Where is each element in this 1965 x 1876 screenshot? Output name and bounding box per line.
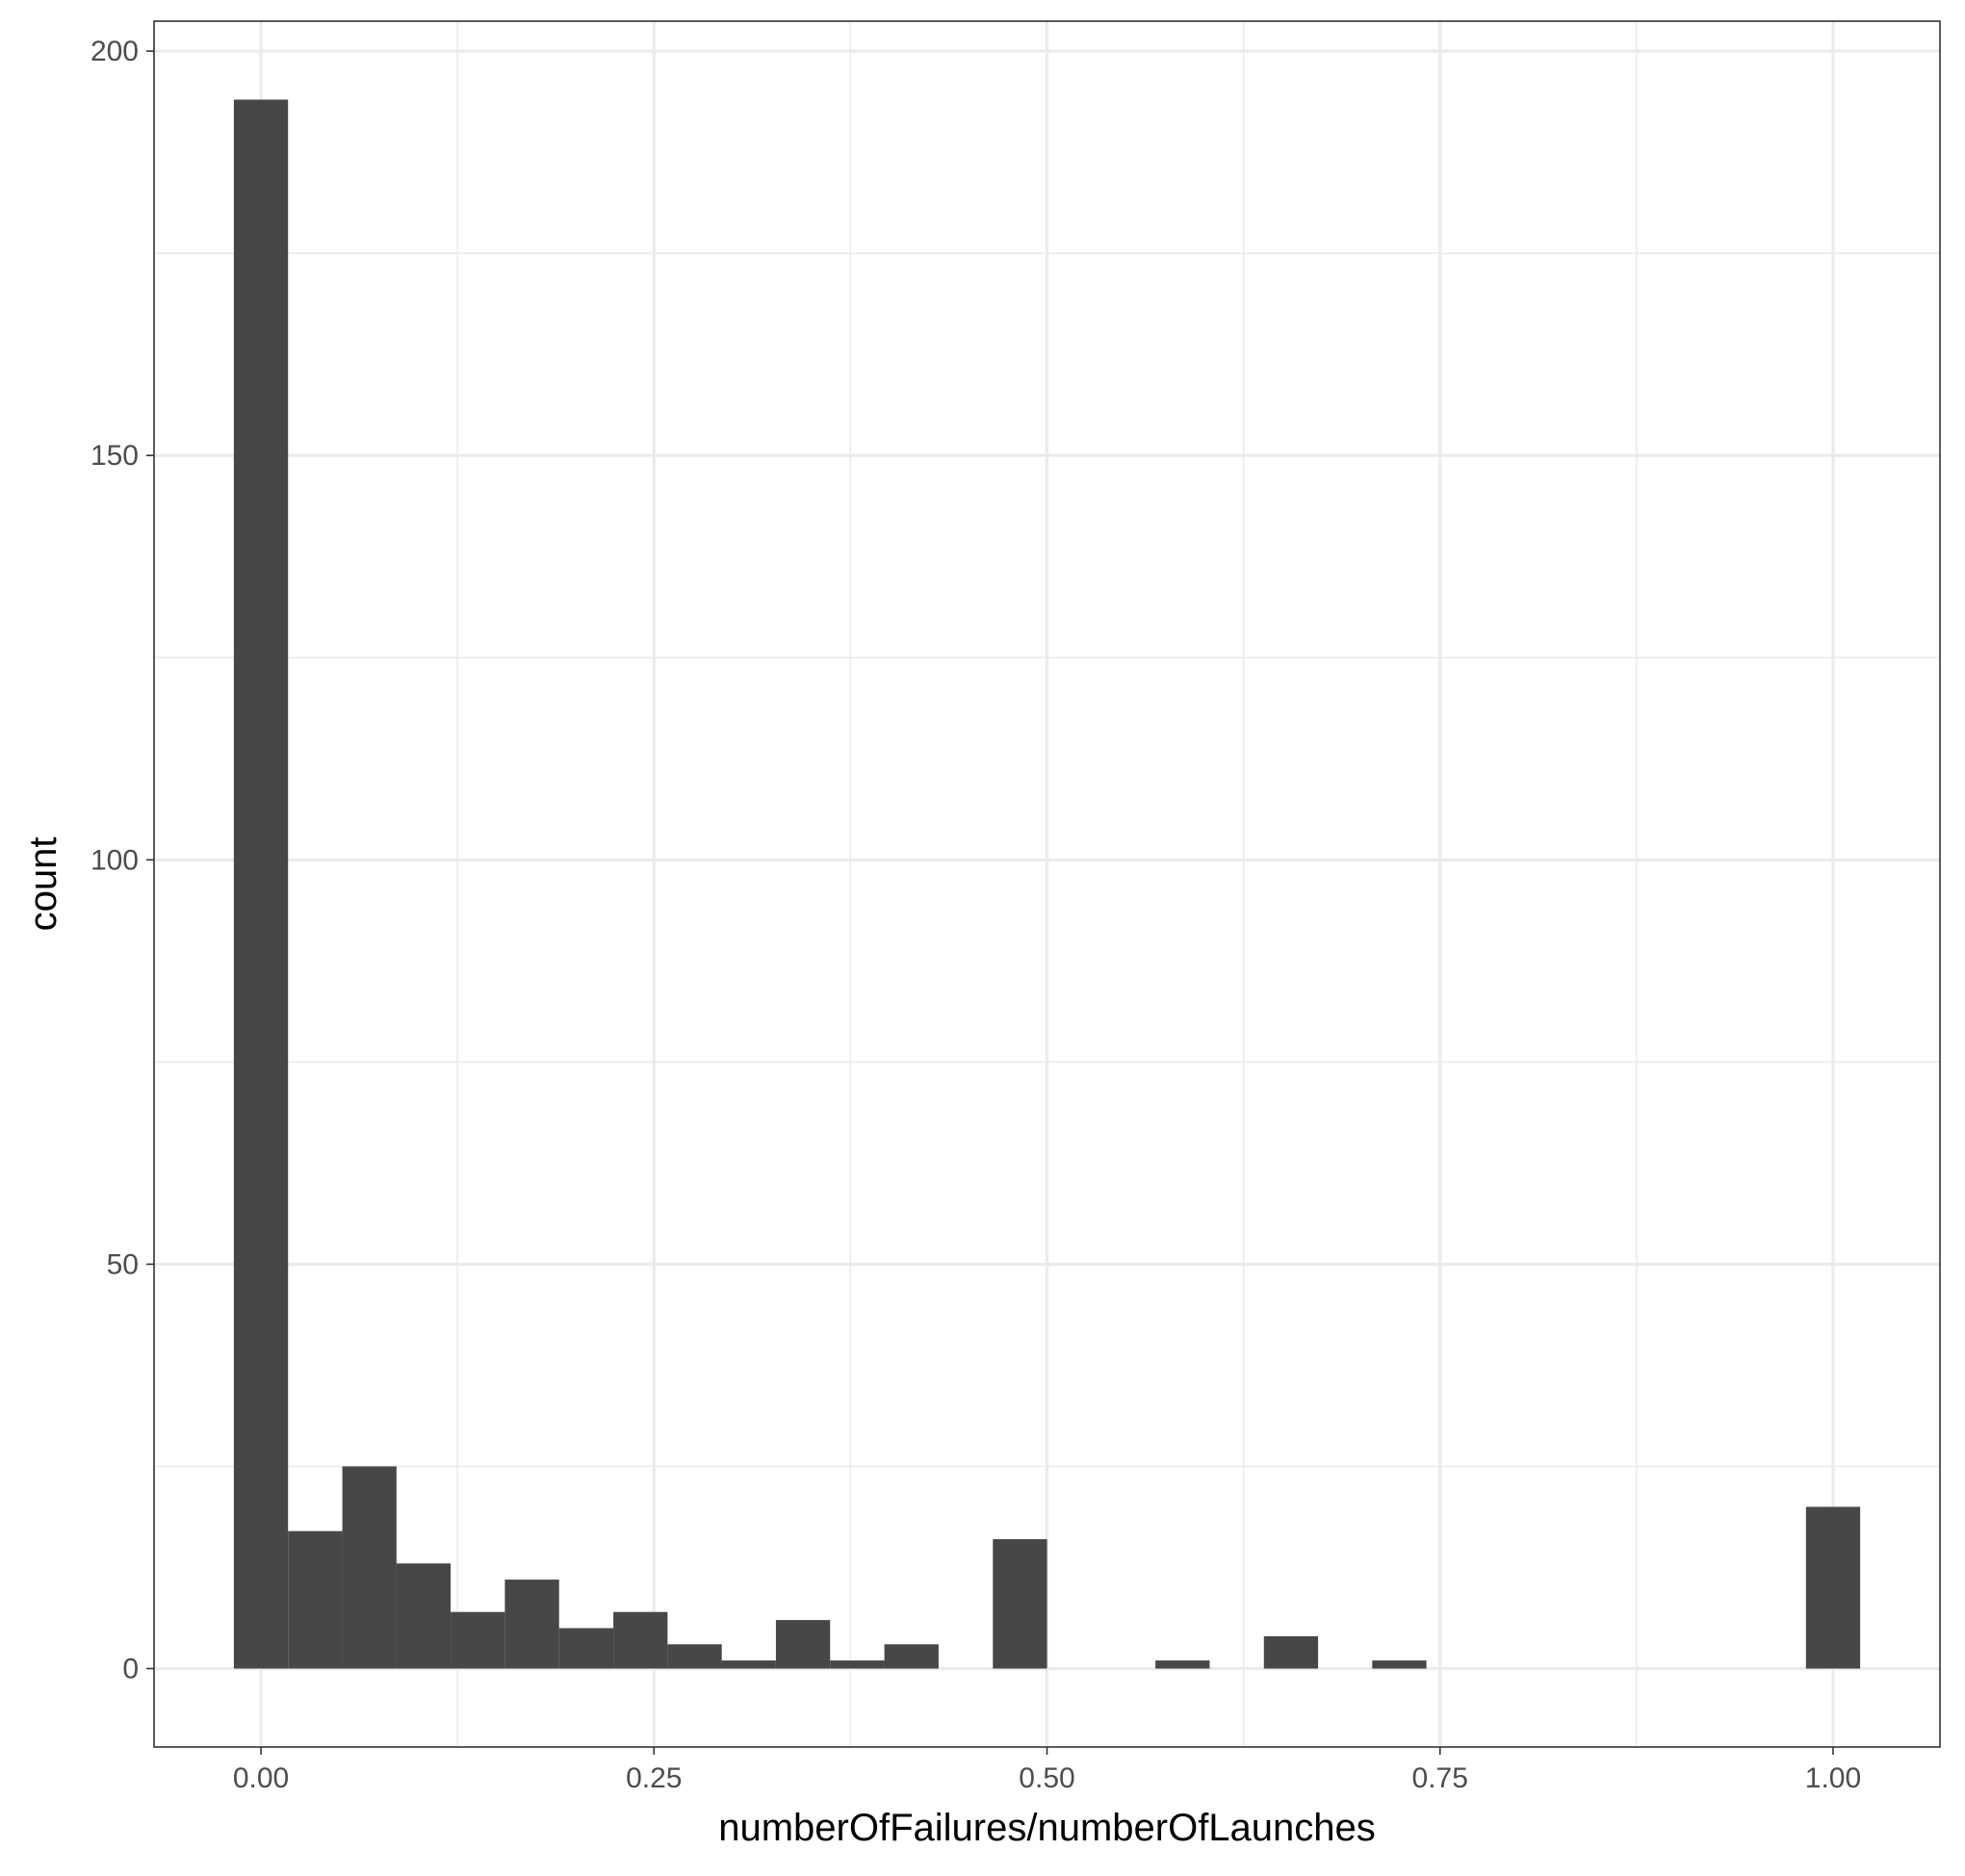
y-tick-label: 150 <box>90 440 139 472</box>
x-tick-label: 1.00 <box>1805 1762 1861 1794</box>
y-tick-label: 200 <box>90 36 139 67</box>
histogram-bar <box>830 1660 885 1669</box>
x-tick-label: 0.25 <box>626 1762 682 1794</box>
histogram-bar <box>721 1660 776 1669</box>
y-tick-label: 50 <box>107 1248 139 1280</box>
x-axis-title: numberOfFailures/numberOfLaunches <box>718 1807 1376 1849</box>
histogram-bar <box>1805 1506 1861 1669</box>
histogram-bar <box>1155 1660 1210 1669</box>
y-tick-label: 0 <box>122 1654 139 1685</box>
histogram-bar <box>613 1611 668 1669</box>
histogram-bar <box>451 1611 505 1669</box>
histogram-bar <box>342 1466 397 1669</box>
histogram-bar <box>504 1580 559 1669</box>
histogram-bar <box>884 1644 939 1669</box>
x-tick-label: 0.50 <box>1019 1762 1074 1794</box>
histogram-bar <box>288 1530 343 1669</box>
x-tick-label: 0.00 <box>233 1762 289 1794</box>
histogram-bar <box>993 1539 1047 1669</box>
histogram-bars <box>233 99 1861 1669</box>
histogram-bar <box>396 1563 452 1669</box>
histogram-bar <box>667 1644 722 1669</box>
histogram-bar <box>1263 1635 1319 1669</box>
histogram-bar <box>558 1628 614 1669</box>
histogram-bar <box>775 1620 831 1669</box>
y-axis-ticks: 0 50 100 150 200 <box>90 36 154 1685</box>
histogram-bar <box>1372 1660 1427 1669</box>
x-tick-label: 0.75 <box>1412 1762 1468 1794</box>
y-axis-title: count <box>22 837 65 932</box>
histogram-bar <box>233 99 289 1669</box>
x-axis-ticks: 0.00 0.25 0.50 0.75 1.00 <box>233 1747 1861 1794</box>
y-tick-label: 100 <box>90 844 139 876</box>
